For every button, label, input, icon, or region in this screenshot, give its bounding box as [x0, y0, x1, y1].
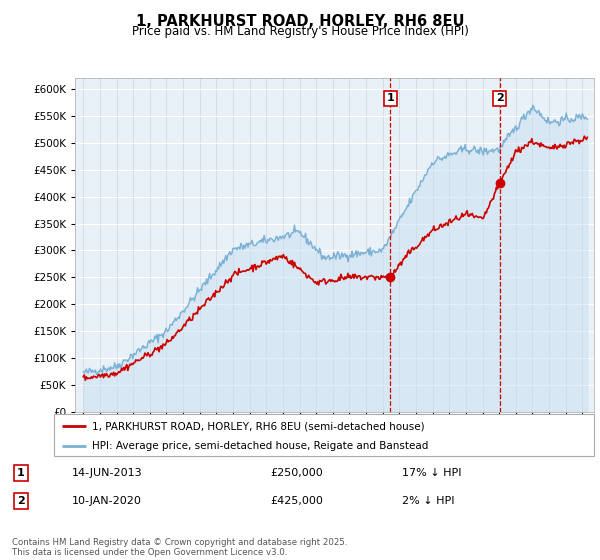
Text: 2: 2 — [496, 94, 503, 104]
Text: Contains HM Land Registry data © Crown copyright and database right 2025.
This d: Contains HM Land Registry data © Crown c… — [12, 538, 347, 557]
Text: 1, PARKHURST ROAD, HORLEY, RH6 8EU (semi-detached house): 1, PARKHURST ROAD, HORLEY, RH6 8EU (semi… — [92, 421, 424, 431]
Text: £425,000: £425,000 — [270, 496, 323, 506]
Text: Price paid vs. HM Land Registry's House Price Index (HPI): Price paid vs. HM Land Registry's House … — [131, 25, 469, 38]
Text: 17% ↓ HPI: 17% ↓ HPI — [402, 468, 461, 478]
Text: 2: 2 — [17, 496, 25, 506]
Text: 1, PARKHURST ROAD, HORLEY, RH6 8EU: 1, PARKHURST ROAD, HORLEY, RH6 8EU — [136, 14, 464, 29]
Text: £250,000: £250,000 — [270, 468, 323, 478]
FancyBboxPatch shape — [54, 414, 594, 456]
Text: 2% ↓ HPI: 2% ↓ HPI — [402, 496, 455, 506]
Text: 1: 1 — [386, 94, 394, 104]
Text: 10-JAN-2020: 10-JAN-2020 — [72, 496, 142, 506]
Text: HPI: Average price, semi-detached house, Reigate and Banstead: HPI: Average price, semi-detached house,… — [92, 441, 428, 451]
Text: 1: 1 — [17, 468, 25, 478]
Text: 14-JUN-2013: 14-JUN-2013 — [72, 468, 143, 478]
